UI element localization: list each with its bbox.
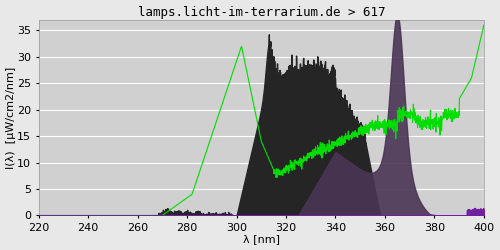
X-axis label: λ [nm]: λ [nm] (243, 234, 280, 244)
Title: lamps.licht-im-terrarium.de > 617: lamps.licht-im-terrarium.de > 617 (138, 6, 385, 18)
Y-axis label: I(λ)  [µW/cm2/nm]: I(λ) [µW/cm2/nm] (6, 66, 16, 169)
